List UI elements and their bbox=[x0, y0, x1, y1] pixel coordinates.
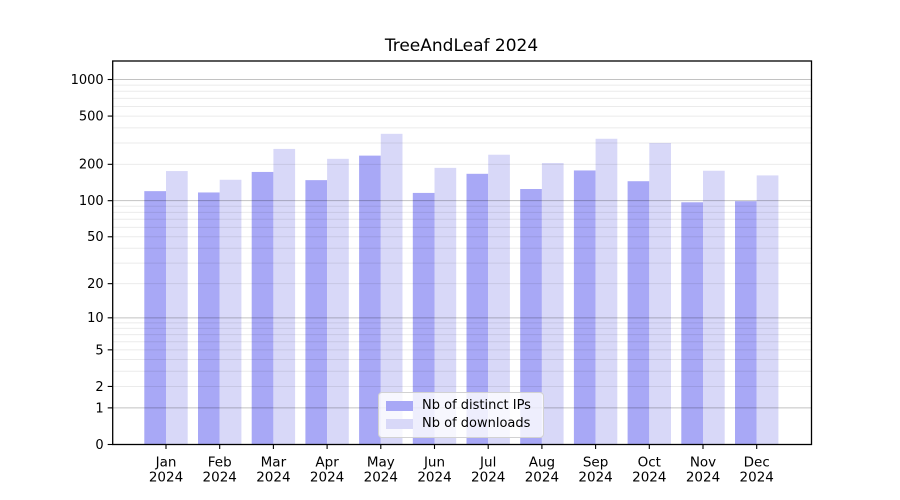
bar-downloads-jul bbox=[488, 154, 510, 445]
x-tick-label-month: Dec bbox=[744, 455, 770, 471]
chart-title: TreeAndLeaf 2024 bbox=[384, 36, 539, 56]
bar-distinct-ips-oct bbox=[627, 181, 650, 445]
legend-swatch-distinct-ips bbox=[386, 401, 413, 411]
x-tick-label-year: 2024 bbox=[471, 470, 505, 486]
y-tick-label: 0 bbox=[95, 438, 103, 453]
bar-distinct-ips-sep bbox=[573, 170, 596, 445]
x-tick-label-year: 2024 bbox=[256, 470, 290, 486]
x-tick-label-year: 2024 bbox=[310, 470, 344, 486]
plot-border bbox=[112, 60, 813, 446]
y-tick-label: 10 bbox=[87, 311, 104, 326]
bar-distinct-ips-nov bbox=[681, 202, 703, 445]
bar-downloads-aug bbox=[541, 163, 564, 445]
bar-distinct-ips-jun bbox=[412, 192, 435, 445]
x-tick-label-year: 2024 bbox=[740, 470, 774, 486]
bar-downloads-apr bbox=[327, 158, 349, 445]
legend-label-downloads: Nb of downloads bbox=[422, 416, 531, 431]
bar-distinct-ips-mar bbox=[251, 171, 274, 445]
y-tick-label: 100 bbox=[79, 194, 104, 209]
bar-downloads-sep bbox=[595, 138, 618, 445]
bar-distinct-ips-aug bbox=[520, 188, 542, 445]
x-tick-label-year: 2024 bbox=[578, 470, 612, 486]
x-tick-label-month: Nov bbox=[690, 455, 716, 471]
bar-distinct-ips-apr bbox=[305, 180, 328, 445]
bar-downloads-jan bbox=[166, 171, 188, 445]
y-tick-label: 50 bbox=[87, 230, 104, 245]
x-tick-label-month: Apr bbox=[315, 455, 339, 471]
chart-legend: Nb of distinct IPs Nb of downloads bbox=[378, 392, 544, 438]
bar-distinct-ips-jul bbox=[466, 173, 489, 445]
bar-downloads-oct bbox=[649, 142, 671, 445]
bar-downloads-feb bbox=[219, 179, 242, 445]
x-tick-label-year: 2024 bbox=[364, 470, 398, 486]
bar-distinct-ips-dec bbox=[735, 201, 757, 445]
x-tick-label-month: Feb bbox=[208, 455, 232, 471]
x-tick-label-year: 2024 bbox=[632, 470, 666, 486]
bar-downloads-jun bbox=[434, 167, 457, 445]
legend-swatch-downloads bbox=[386, 419, 413, 429]
x-tick-label-month: Jun bbox=[423, 455, 445, 471]
x-tick-label-year: 2024 bbox=[149, 470, 183, 486]
legend-row-downloads: Nb of downloads bbox=[386, 417, 531, 431]
bar-distinct-ips-jan bbox=[144, 191, 166, 445]
x-tick-label-month: Mar bbox=[261, 455, 287, 471]
y-tick-label: 5 bbox=[95, 343, 103, 358]
bar-downloads-dec bbox=[756, 175, 779, 445]
y-tick-label: 20 bbox=[87, 277, 104, 292]
bar-downloads-nov bbox=[703, 170, 725, 445]
legend-label-distinct-ips: Nb of distinct IPs bbox=[422, 398, 531, 413]
bar-distinct-ips-may bbox=[359, 155, 381, 445]
y-tick-label: 1000 bbox=[71, 73, 104, 88]
y-tick-label: 2 bbox=[95, 380, 103, 395]
x-tick-label-year: 2024 bbox=[525, 470, 559, 486]
y-tick-label: 200 bbox=[79, 158, 104, 173]
x-tick-label-month: Aug bbox=[529, 455, 555, 471]
x-tick-label-year: 2024 bbox=[203, 470, 237, 486]
y-tick-label: 1 bbox=[95, 401, 103, 416]
x-tick-label-month: Jul bbox=[479, 455, 496, 471]
bar-downloads-mar bbox=[273, 148, 296, 445]
y-tick-label: 500 bbox=[79, 109, 104, 124]
x-tick-label-month: Jan bbox=[155, 455, 177, 471]
bar-downloads-may bbox=[380, 133, 403, 445]
x-tick-label-month: Oct bbox=[638, 455, 661, 471]
bar-distinct-ips-feb bbox=[198, 192, 220, 445]
x-tick-label-year: 2024 bbox=[417, 470, 451, 486]
x-tick-label-month: May bbox=[367, 455, 395, 471]
x-tick-label-year: 2024 bbox=[686, 470, 720, 486]
x-tick-label-month: Sep bbox=[583, 455, 608, 471]
legend-row-distinct-ips: Nb of distinct IPs bbox=[386, 399, 531, 413]
